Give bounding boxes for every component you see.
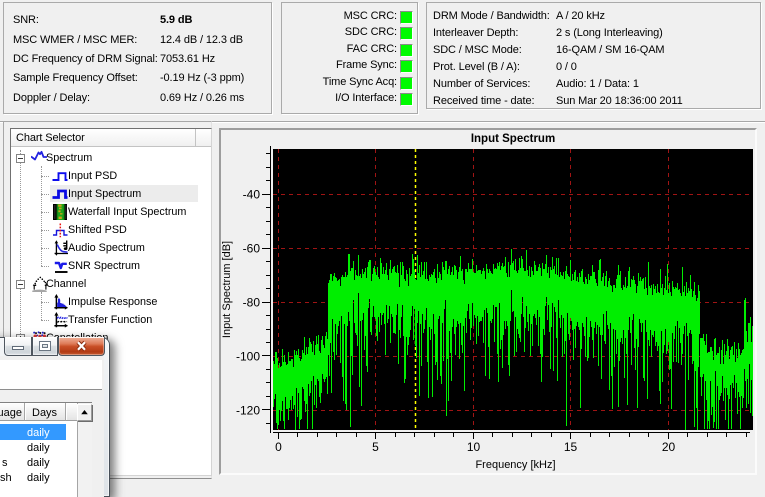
svg-text:-40: -40 — [243, 188, 261, 202]
svg-text:0: 0 — [275, 440, 282, 454]
svg-text:20: 20 — [662, 440, 676, 454]
svg-text:Frequency [kHz]: Frequency [kHz] — [475, 459, 555, 471]
svg-text:-100: -100 — [236, 350, 260, 364]
svg-text:-60: -60 — [243, 242, 261, 256]
svg-text:-80: -80 — [243, 296, 261, 310]
svg-text:Input Spectrum [dB]: Input Spectrum [dB] — [221, 241, 233, 338]
svg-text:10: 10 — [467, 440, 481, 454]
svg-text:5: 5 — [372, 440, 379, 454]
svg-text:15: 15 — [564, 440, 578, 454]
svg-text:-120: -120 — [236, 404, 260, 418]
